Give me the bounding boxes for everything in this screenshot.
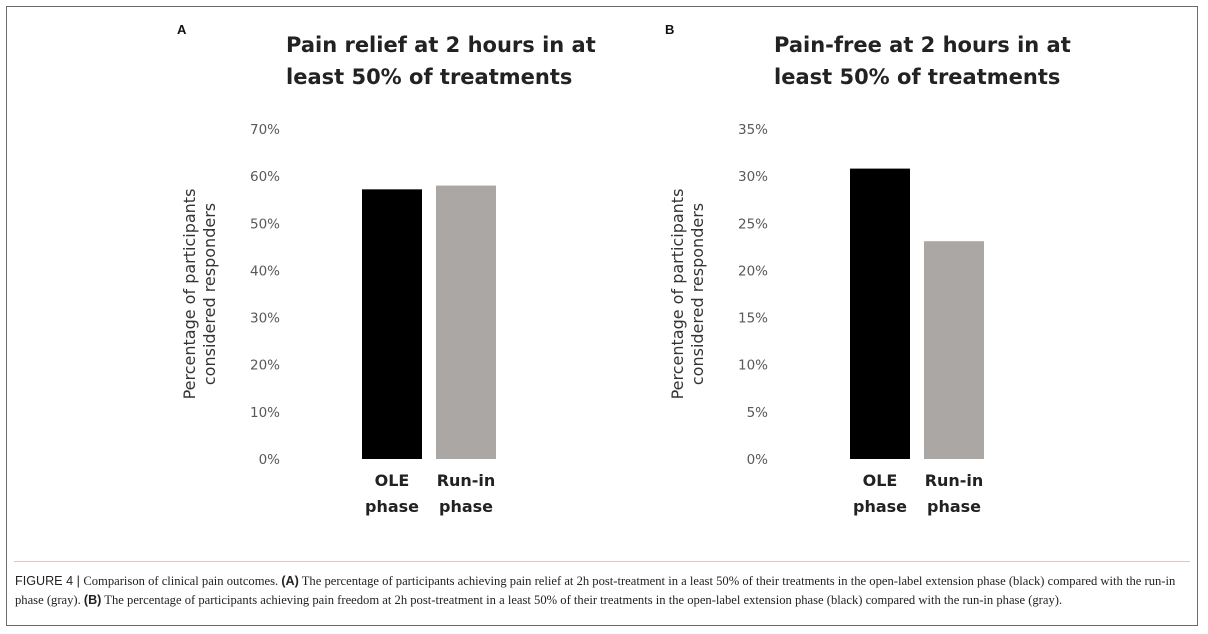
chart-a-bar <box>362 189 422 460</box>
chart-a-y-tick-label: 60% <box>250 169 280 185</box>
chart-b-y-tick-label: 15% <box>738 311 768 327</box>
chart-b-y-tick-label: 5% <box>747 405 769 421</box>
chart-panel-a: A Pain relief at 2 hours in at least 50% o… <box>167 7 617 557</box>
chart-b-bar <box>924 241 984 459</box>
chart-a-y-tick-label: 10% <box>250 405 280 421</box>
chart-a-y-tick-label: 40% <box>250 263 280 279</box>
chart-a-title-line: Pain relief at 2 hours in at <box>286 33 596 57</box>
chart-b-panel-letter: B <box>665 22 674 37</box>
chart-b-y-tick-label: 10% <box>738 358 768 374</box>
chart-b-bar <box>850 168 910 459</box>
caption-panel-a-tag: (A) <box>281 574 299 588</box>
caption-panel-a-text: The percentage of participants achieving… <box>15 574 1176 607</box>
chart-b-y-tick-label: 30% <box>738 169 768 185</box>
chart-a-y-axis-label: considered responders <box>200 203 219 385</box>
chart-a-y-tick-label: 70% <box>250 122 280 138</box>
chart-panel-b: B Pain-free at 2 hours in at least 50% of … <box>655 7 1105 557</box>
chart-a-y-tick-label: 30% <box>250 311 280 327</box>
caption-panel-b-text: The percentage of participants achieving… <box>101 592 1063 607</box>
chart-a-title-line: least 50% of treatments <box>286 65 572 89</box>
chart-a-y-tick-label: 50% <box>250 216 280 232</box>
figure-label: FIGURE 4 | <box>15 574 84 588</box>
chart-b-svg: B Pain-free at 2 hours in at least 50% of … <box>665 22 1071 516</box>
chart-b-y-tick-label: 20% <box>738 263 768 279</box>
chart-a-y-axis-label: Percentage of participants <box>180 189 199 400</box>
chart-a-x-category-label: phase <box>439 497 493 516</box>
chart-a-bar <box>436 185 496 460</box>
figure-frame: A Pain relief at 2 hours in at least 50% o… <box>6 6 1198 626</box>
caption-divider <box>14 561 1190 562</box>
chart-a-x-category-label: phase <box>365 497 419 516</box>
chart-a-x-category-label: Run-in <box>437 471 496 490</box>
chart-b-y-axis-label: Percentage of participants <box>668 189 687 400</box>
chart-a-y-tick-label: 0% <box>259 452 281 468</box>
chart-b-x-category-label: phase <box>853 497 907 516</box>
chart-b-title-line: Pain-free at 2 hours in at <box>774 33 1071 57</box>
figure-caption: FIGURE 4 | Comparison of clinical pain o… <box>15 572 1190 609</box>
chart-b-x-category-label: phase <box>927 497 981 516</box>
chart-b-title-line: least 50% of treatments <box>774 65 1060 89</box>
chart-a-panel-letter: A <box>177 22 187 37</box>
caption-intro: Comparison of clinical pain outcomes. <box>83 574 282 588</box>
chart-a-x-category-label: OLE <box>375 471 410 490</box>
chart-b-y-tick-label: 0% <box>747 452 769 468</box>
chart-a-y-tick-label: 20% <box>250 358 280 374</box>
chart-b-x-category-label: Run-in <box>925 471 984 490</box>
caption-panel-b-tag: (B) <box>83 592 102 607</box>
chart-b-y-tick-label: 35% <box>738 122 768 138</box>
chart-b-y-axis-label: considered responders <box>688 203 707 385</box>
chart-b-x-category-label: OLE <box>863 471 898 490</box>
chart-a-svg: A Pain relief at 2 hours in at least 50% o… <box>177 22 596 516</box>
chart-b-y-tick-label: 25% <box>738 216 768 232</box>
